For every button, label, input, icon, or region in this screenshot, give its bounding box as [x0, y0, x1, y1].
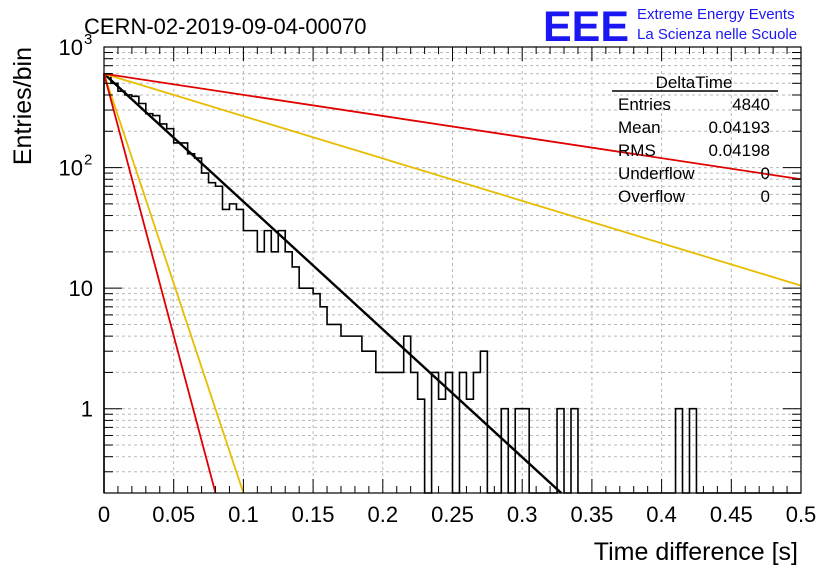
stats-row-value: 4840	[732, 95, 770, 114]
eee-logo-line2: La Scienza nelle Scuole	[637, 26, 797, 43]
fit-line-2	[103, 72, 802, 181]
stats-row-value: 0.04193	[709, 118, 770, 137]
y-tick-label: 10	[59, 156, 83, 181]
stats-row-value: 0	[761, 187, 770, 206]
fit-line-0	[103, 72, 563, 494]
eee-logo: EEE Extreme Energy Events La Scienza nel…	[543, 3, 797, 51]
stats-row-label: RMS	[618, 141, 656, 160]
x-tick-label: 0.45	[710, 502, 753, 527]
stats-row-value: 0	[761, 164, 770, 183]
x-tick-label: 0.5	[786, 502, 817, 527]
y-tick-label: 10	[59, 35, 83, 60]
fit-line-4	[103, 73, 217, 494]
fit-line-1	[103, 72, 802, 287]
x-tick-labels: 0 0.05 0.1 0.15 0.2 0.25 0.3 0.35 0.4 0.45 0.5	[98, 502, 816, 527]
stats-row-label: Entries	[618, 95, 671, 114]
x-tick-label: 0.15	[292, 502, 335, 527]
stats-row-label: Underflow	[618, 164, 695, 183]
x-tick-label: 0.1	[228, 502, 259, 527]
x-tick-label: 0.05	[152, 502, 195, 527]
x-tick-label: 0.35	[570, 502, 613, 527]
x-tick-label: 0.25	[431, 502, 474, 527]
y-axis-title: Entries/bin	[9, 47, 37, 165]
stats-row-value: 0.04198	[709, 141, 770, 160]
stats-box: DeltaTime Entries 4840 Mean 0.04193 RMS 0.041…	[612, 73, 778, 206]
eee-logo-mark: EEE	[543, 3, 629, 51]
stats-box-title: DeltaTime	[656, 73, 733, 92]
run-title: CERN-02-2019-09-04-00070	[84, 14, 367, 39]
y-tick-label: 1	[81, 397, 93, 422]
stats-row-label: Overflow	[618, 187, 686, 206]
stats-box-rows: Entries 4840 Mean 0.04193 RMS 0.04198 Underflo…	[618, 95, 770, 206]
fit-line-3	[103, 73, 245, 494]
y-tick-label-exponent: 3	[84, 31, 92, 48]
x-tick-label: 0	[98, 502, 110, 527]
x-axis-title: Time difference [s]	[594, 538, 798, 566]
x-tick-label: 0.3	[507, 502, 538, 527]
eee-logo-line1: Extreme Energy Events	[637, 6, 795, 23]
x-tick-label: 0.4	[646, 502, 677, 527]
x-tick-label: 0.2	[368, 502, 399, 527]
axis-ticks	[103, 47, 802, 494]
stats-row-label: Mean	[618, 118, 661, 137]
y-tick-label: 10	[69, 276, 93, 301]
y-tick-label-exponent: 2	[84, 152, 92, 169]
fit-lines-layer	[103, 72, 802, 494]
